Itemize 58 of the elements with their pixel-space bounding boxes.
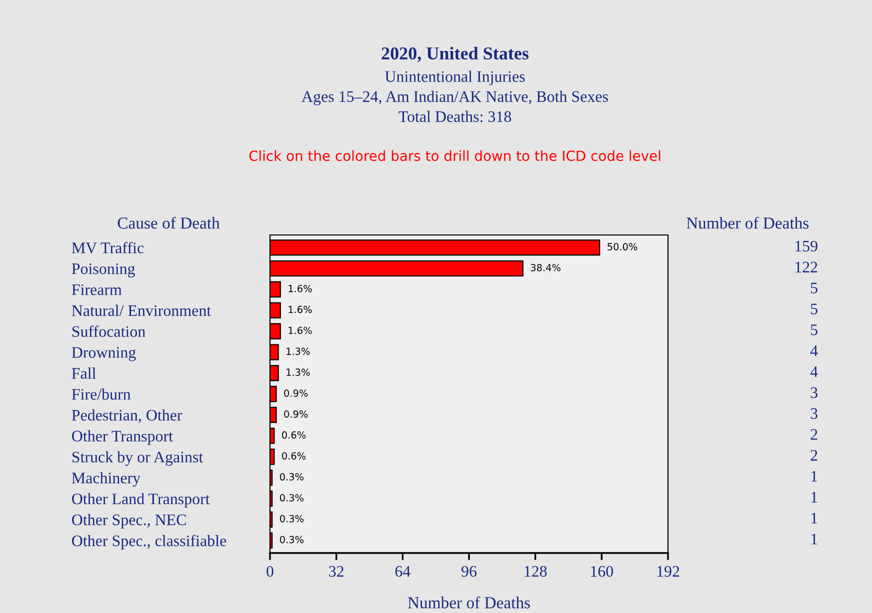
- annotation: 0.9%: [284, 389, 308, 397]
- x-tick-label: 96: [462, 566, 477, 577]
- data-label: 4: [810, 366, 818, 377]
- y-axis-title: Cause of Death: [118, 216, 220, 229]
- y-tick-label: Struck by or Against: [72, 451, 204, 466]
- annotation: 0.9%: [284, 410, 308, 418]
- x-tick-label: 0: [266, 566, 274, 577]
- data-label: 1: [811, 512, 818, 524]
- y-tick-label: Fire/burn: [72, 388, 131, 400]
- annotation: 0.6%: [282, 431, 306, 439]
- annotation: 0.3%: [280, 536, 304, 544]
- x-tick-label: 128: [524, 566, 547, 577]
- annotation: 0.3%: [280, 473, 304, 481]
- text: Click on the colored bars to drill down to the ICD code level: [249, 150, 660, 162]
- data-label: 122: [795, 262, 818, 272]
- data-label: 5: [810, 282, 818, 294]
- y-tick-label: Fall: [72, 368, 96, 379]
- y-tick-label: Suffocation: [72, 326, 146, 337]
- data-label: 159: [795, 240, 818, 252]
- annotation: 1.6%: [288, 284, 312, 292]
- y-tick-label: Natural/ Environment: [72, 304, 212, 316]
- y-tick-label: Other Spec., NEC: [72, 514, 186, 528]
- data-label: 1: [811, 470, 818, 482]
- annotation: 1.6%: [288, 326, 312, 334]
- data-label: 5: [810, 304, 818, 314]
- y-tick-label: Other Transport: [72, 430, 173, 445]
- annotation: 1.6%: [288, 306, 312, 314]
- data-label: 1: [811, 534, 818, 544]
- y-tick-label: Machinery: [72, 472, 141, 487]
- data-label: 3: [810, 387, 818, 398]
- annotation: 1.3%: [286, 368, 310, 376]
- data-label: 4: [810, 345, 818, 356]
- y-tick-label: MV Traffic: [72, 242, 144, 254]
- y-tick-label: Other Spec., classifiable: [72, 534, 226, 550]
- annotation: 0.6%: [282, 452, 306, 460]
- y-tick-label: Firearm: [72, 284, 122, 296]
- y-tick-label: Drowning: [72, 347, 136, 362]
- y-tick-label: Other Land Transport: [72, 493, 210, 508]
- text: Number of Deaths: [408, 596, 530, 608]
- x-tick-label: 160: [591, 566, 614, 577]
- annotation: 50.0%: [608, 243, 638, 250]
- annotation: 1.3%: [286, 348, 310, 355]
- annotation: 38.4%: [530, 264, 560, 272]
- data-label: 3: [810, 408, 818, 419]
- data-label: 2: [810, 429, 818, 440]
- annotation: 0.3%: [280, 494, 304, 502]
- x-tick-label: 32: [329, 566, 344, 577]
- chart-title: 2020, United States: [382, 46, 529, 62]
- y-tick-label: Poisoning: [72, 263, 135, 278]
- chart-subtitle: Unintentional Injuries Ages 15–24, Am Indian/AK Native, Both Sexes Total Deaths: 318: [302, 70, 608, 122]
- data-label: 5: [810, 324, 818, 336]
- x-tick-label: 192: [657, 566, 680, 577]
- x-axis-title: Number of Deaths: [686, 216, 809, 229]
- y-tick-label: Pedestrian, Other: [72, 409, 182, 423]
- data-label: 2: [810, 450, 818, 461]
- x-tick-label: 64: [395, 566, 410, 577]
- data-label: 1: [811, 492, 818, 502]
- annotation: 0.3%: [280, 514, 304, 522]
